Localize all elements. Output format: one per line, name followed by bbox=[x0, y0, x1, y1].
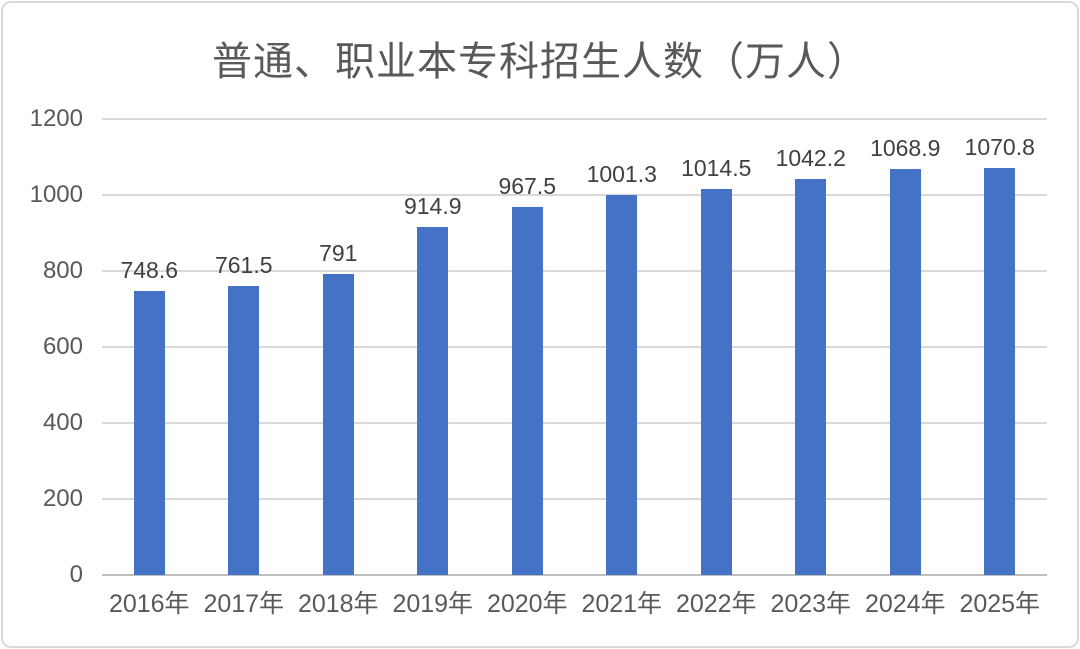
y-axis-tick-label: 600 bbox=[42, 333, 83, 360]
bar-value-label: 914.9 bbox=[403, 193, 462, 220]
bar-value-label: 761.5 bbox=[214, 251, 273, 278]
bar-2023年 bbox=[795, 178, 827, 575]
bar-value-label: 1070.8 bbox=[964, 134, 1035, 161]
y-axis-tick-label: 200 bbox=[42, 485, 83, 512]
bar-2019年 bbox=[417, 227, 449, 575]
x-axis-category-label: 2019年 bbox=[392, 590, 474, 618]
x-axis-category-label: 2020年 bbox=[486, 590, 568, 618]
x-axis-category-label: 2016年 bbox=[108, 590, 190, 618]
bar-2025年 bbox=[984, 168, 1016, 575]
gridline-1200 bbox=[102, 118, 1047, 120]
x-axis-category-label: 2024年 bbox=[864, 590, 946, 618]
bar-value-label: 791 bbox=[319, 240, 358, 267]
bar-2018年 bbox=[322, 274, 354, 575]
x-axis-category-label: 2021年 bbox=[581, 590, 663, 618]
bar-2024年 bbox=[889, 168, 921, 575]
gridline-800 bbox=[102, 270, 1047, 272]
plot-area: 0 200 400 600 800 1000 1200 748.6 2016年 761.5 2017… bbox=[3, 3, 1077, 646]
chart-title: 普通、职业本专科招生人数（万人） bbox=[212, 40, 868, 84]
bar-2017年 bbox=[228, 285, 260, 575]
bar-value-label: 1042.2 bbox=[775, 144, 846, 171]
x-axis-category-label: 2022年 bbox=[675, 590, 757, 618]
y-axis-tick-label: 1000 bbox=[29, 181, 83, 208]
x-axis-line bbox=[102, 574, 1047, 576]
x-axis-category-label: 2023年 bbox=[770, 590, 852, 618]
y-axis-tick-label: 1200 bbox=[29, 105, 83, 132]
bar-2021年 bbox=[606, 194, 638, 575]
x-axis-category-label: 2018年 bbox=[297, 590, 379, 618]
gridline-1000 bbox=[102, 194, 1047, 196]
bar-value-label: 1001.3 bbox=[586, 160, 657, 187]
gridline-200 bbox=[102, 498, 1047, 500]
y-axis-tick-label: 0 bbox=[69, 561, 83, 588]
bar-value-label: 748.6 bbox=[120, 256, 179, 283]
x-axis-category-label: 2025年 bbox=[959, 590, 1041, 618]
gridline-600 bbox=[102, 346, 1047, 348]
bar-value-label: 1068.9 bbox=[870, 134, 941, 161]
bar-2020年 bbox=[511, 207, 543, 575]
x-axis-category-label: 2017年 bbox=[203, 590, 285, 618]
gridline-400 bbox=[102, 422, 1047, 424]
bar-value-label: 1014.5 bbox=[681, 155, 752, 182]
bar-2016年 bbox=[133, 290, 165, 575]
y-axis-tick-label: 400 bbox=[42, 409, 83, 436]
bar-2022年 bbox=[700, 189, 732, 575]
bar-value-label: 967.5 bbox=[498, 173, 557, 200]
y-axis-tick-label: 800 bbox=[42, 257, 83, 284]
